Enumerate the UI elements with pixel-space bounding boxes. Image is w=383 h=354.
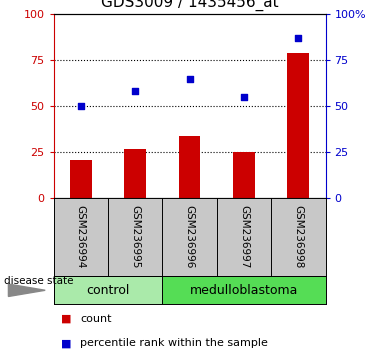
Bar	[54, 276, 162, 304]
Bar	[124, 149, 146, 198]
Point	[241, 94, 247, 100]
Text: percentile rank within the sample: percentile rank within the sample	[80, 338, 268, 348]
Text: ■: ■	[61, 314, 72, 324]
Text: GSM236995: GSM236995	[130, 205, 140, 269]
Text: count: count	[80, 314, 112, 324]
Text: ■: ■	[61, 338, 72, 348]
Text: GSM236998: GSM236998	[293, 205, 303, 269]
Bar	[288, 53, 309, 198]
Bar	[179, 136, 200, 198]
Title: GDS3009 / 1435456_at: GDS3009 / 1435456_at	[101, 0, 278, 11]
Text: GSM236997: GSM236997	[239, 205, 249, 269]
Point	[187, 76, 193, 81]
Text: GSM236994: GSM236994	[76, 205, 86, 269]
Point	[295, 35, 301, 41]
Text: disease state: disease state	[4, 276, 73, 286]
Point	[132, 88, 138, 94]
Text: medulloblastoma: medulloblastoma	[190, 284, 298, 297]
Bar	[70, 160, 92, 198]
Text: control: control	[86, 284, 130, 297]
Polygon shape	[8, 284, 45, 297]
Bar	[233, 152, 255, 198]
Bar	[162, 276, 326, 304]
Text: GSM236996: GSM236996	[185, 205, 195, 269]
Point	[78, 103, 84, 109]
